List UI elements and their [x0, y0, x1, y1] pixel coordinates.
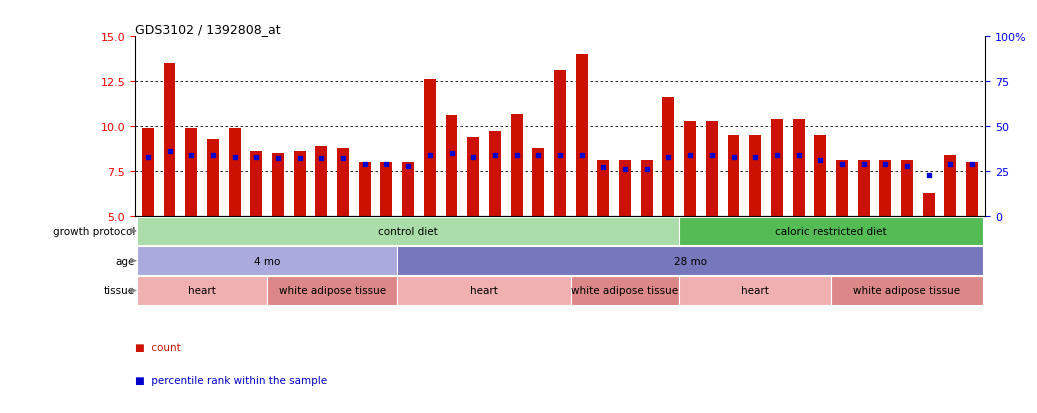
Bar	[750, 136, 761, 216]
Bar	[397, 247, 983, 275]
Text: caloric restricted diet: caloric restricted diet	[776, 226, 887, 236]
Text: ■  count: ■ count	[135, 342, 180, 352]
Bar	[831, 276, 983, 305]
Bar	[770, 120, 783, 216]
Text: control diet: control diet	[379, 226, 438, 236]
Bar	[250, 152, 262, 216]
Bar	[576, 55, 588, 216]
Text: white adipose tissue: white adipose tissue	[279, 286, 386, 296]
Bar	[488, 132, 501, 216]
Bar	[359, 163, 370, 216]
Text: white adipose tissue: white adipose tissue	[853, 286, 960, 296]
Bar	[663, 98, 674, 216]
Bar	[532, 148, 544, 216]
Text: white adipose tissue: white adipose tissue	[571, 286, 678, 296]
Bar	[137, 247, 397, 275]
Text: age: age	[116, 256, 135, 266]
Bar	[228, 128, 241, 216]
Bar	[381, 163, 392, 216]
Bar	[966, 163, 978, 216]
Text: ■  percentile rank within the sample: ■ percentile rank within the sample	[135, 375, 327, 385]
Bar	[879, 161, 892, 216]
Bar	[945, 155, 956, 216]
Bar	[792, 120, 805, 216]
Bar	[186, 128, 197, 216]
Bar	[315, 147, 328, 216]
Text: growth protocol: growth protocol	[53, 226, 135, 236]
Bar	[268, 276, 397, 305]
Text: GDS3102 / 1392808_at: GDS3102 / 1392808_at	[135, 23, 280, 36]
Bar	[272, 154, 284, 216]
Bar	[679, 276, 831, 305]
Bar	[570, 276, 679, 305]
Bar	[901, 161, 913, 216]
Bar	[554, 71, 566, 216]
Bar	[402, 163, 414, 216]
Bar	[207, 139, 219, 216]
Bar	[164, 64, 175, 216]
Text: heart: heart	[470, 286, 498, 296]
Bar	[337, 148, 349, 216]
Bar	[836, 161, 848, 216]
Bar	[619, 161, 632, 216]
Bar	[397, 276, 570, 305]
Text: heart: heart	[741, 286, 769, 296]
Bar	[510, 114, 523, 216]
Bar	[706, 121, 718, 216]
Bar	[137, 217, 679, 246]
Bar	[641, 161, 652, 216]
Bar	[424, 80, 436, 216]
Bar	[468, 138, 479, 216]
Bar	[679, 217, 983, 246]
Bar	[293, 152, 306, 216]
Text: heart: heart	[188, 286, 216, 296]
Text: 28 mo: 28 mo	[674, 256, 706, 266]
Text: tissue: tissue	[104, 286, 135, 296]
Bar	[597, 161, 610, 216]
Bar	[814, 136, 826, 216]
Bar	[728, 136, 739, 216]
Text: 4 mo: 4 mo	[254, 256, 280, 266]
Bar	[446, 116, 457, 216]
Bar	[142, 128, 153, 216]
Bar	[684, 121, 696, 216]
Bar	[858, 161, 870, 216]
Bar	[137, 276, 268, 305]
Bar	[923, 193, 934, 216]
